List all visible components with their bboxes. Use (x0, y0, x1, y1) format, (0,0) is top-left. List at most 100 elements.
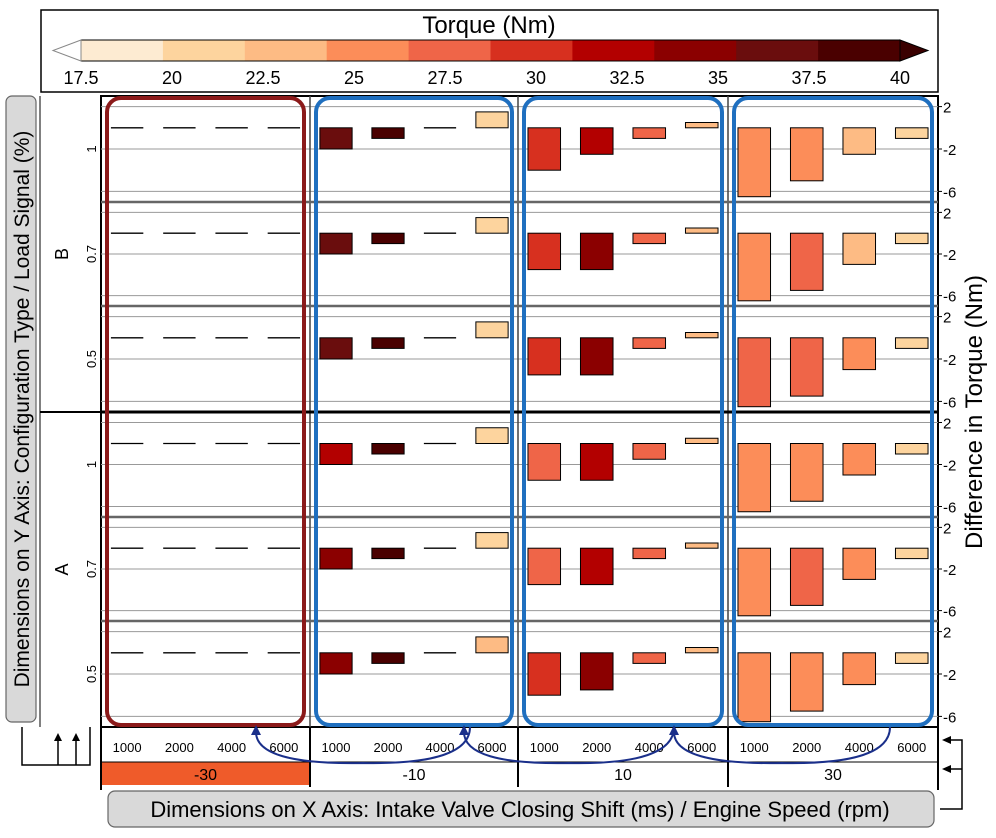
colorbar-tick-label: 22.5 (245, 68, 280, 88)
diff-bar (842, 652, 877, 686)
ivc-tick-label: -30 (194, 767, 217, 784)
speed-tick-label: 6000 (687, 740, 716, 755)
diff-bar (842, 443, 877, 476)
speed-tick-label: 2000 (374, 740, 403, 755)
diff-bar (737, 232, 772, 302)
diff-bar (632, 443, 667, 460)
group-connector-arrowhead (459, 725, 469, 735)
colorbar-cell (408, 40, 491, 61)
diff-bar (475, 111, 509, 129)
ivc-highlight-box (105, 96, 306, 727)
diff-bar (894, 232, 929, 245)
diff-bar (527, 443, 562, 481)
ivc-tick-label: 10 (614, 767, 632, 784)
diff-bar (527, 547, 562, 586)
speed-tick-label: 2000 (165, 740, 194, 755)
diff-bar (789, 337, 824, 397)
diff-bar (789, 232, 824, 291)
diff-bar (632, 127, 667, 139)
load-label: 0.5 (84, 665, 99, 683)
ivc-highlight-box (522, 96, 724, 727)
colorbar-tick-label: 30 (526, 68, 546, 88)
diff-bar (371, 652, 405, 664)
colorbar-tick-label: 20 (162, 68, 182, 88)
colorbar-cell (81, 40, 164, 61)
y2-tick-label: -6 (943, 709, 956, 726)
diff-bar (737, 443, 772, 513)
diff-bar (579, 652, 614, 691)
diff-bar (789, 443, 824, 502)
colorbar-tick-label: 32.5 (609, 68, 644, 88)
colorbar-cell (572, 40, 655, 61)
diff-bar (319, 652, 353, 675)
y-axis-title: Dimensions on Y Axis: Configuration Type… (11, 131, 34, 688)
y2-tick-label: -2 (943, 458, 956, 475)
colorbar-cell (244, 40, 328, 61)
group-connector-arrowhead (669, 725, 679, 735)
x-axis-title-box: Dimensions on X Axis: Intake Valve Closi… (107, 790, 935, 828)
diff-bar (737, 127, 772, 198)
diff-bar (894, 443, 929, 455)
load-label: 1 (84, 145, 99, 152)
group-connector-arrowhead (251, 725, 261, 735)
diff-bar (737, 652, 772, 723)
diff-bar (632, 652, 667, 664)
group-connector-arrow (673, 726, 891, 765)
diff-bar (684, 647, 719, 654)
diff-bar (737, 547, 772, 617)
diff-bar (579, 547, 614, 586)
diff-bar (737, 337, 772, 408)
speed-tick-label: 4000 (635, 740, 664, 755)
diff-bar (684, 437, 719, 444)
diff-bar (579, 443, 614, 481)
diff-bar (632, 547, 667, 560)
diff-bar (371, 443, 405, 455)
y2-tick-label: -2 (943, 562, 956, 579)
y2-axis-title: Difference in Torque (Nm) (961, 275, 988, 549)
colorbar-cell (654, 40, 737, 61)
ivc-highlight-box (314, 96, 514, 727)
colorbar-cell (818, 40, 901, 61)
axis-arrows-right (940, 739, 963, 810)
speed-tick-label: 4000 (845, 740, 874, 755)
diff-bar (579, 337, 614, 376)
load-label: 0.7 (84, 245, 99, 263)
y2-tick-label: -6 (943, 184, 956, 201)
diff-bar (632, 232, 667, 245)
colorbar-extend-high (899, 39, 930, 62)
diff-bar (527, 232, 562, 271)
diff-bar (789, 127, 824, 182)
diff-bar (894, 652, 929, 664)
speed-tick-label: 1000 (322, 740, 351, 755)
y2-tick-label: -2 (943, 247, 956, 264)
axis-arrows-left (21, 727, 91, 766)
y-axis-title-box: Dimensions on Y Axis: Configuration Type… (5, 95, 37, 723)
diff-bar (894, 337, 929, 349)
colorbar-tick-label: 37.5 (791, 68, 826, 88)
ivc-highlight-box (732, 96, 934, 727)
colorbar-cell (326, 40, 410, 61)
colorbar-cell (162, 40, 246, 61)
diff-bar (371, 232, 405, 245)
diff-bar (842, 337, 877, 371)
diff-bar (789, 652, 824, 712)
diff-bar (371, 547, 405, 560)
diff-bar (684, 227, 719, 234)
diff-bar (789, 547, 824, 606)
speed-tick-label: 6000 (897, 740, 926, 755)
config-label: B (52, 248, 72, 260)
diff-bar (632, 337, 667, 349)
diff-bar (527, 127, 562, 171)
config-label: A (52, 563, 72, 575)
diff-bar (527, 652, 562, 696)
axis-arrowheads-right (942, 736, 951, 773)
diff-bar (579, 232, 614, 271)
diff-bar (894, 127, 929, 139)
diff-bar (319, 232, 353, 255)
plot-area: 2 -2 -6 2 -2 -6 2 -2 -6 2 -2 -6 2 -2 -6 2 -2 -6 B A 1 0.7 0.5 1… (39, 95, 956, 790)
diff-bar (475, 427, 509, 444)
colorbar-extend-low (51, 39, 82, 62)
y2-tick-label: 2 (943, 205, 951, 222)
speed-tick-label: 6000 (478, 740, 507, 755)
y2-tick-label: -2 (943, 667, 956, 684)
